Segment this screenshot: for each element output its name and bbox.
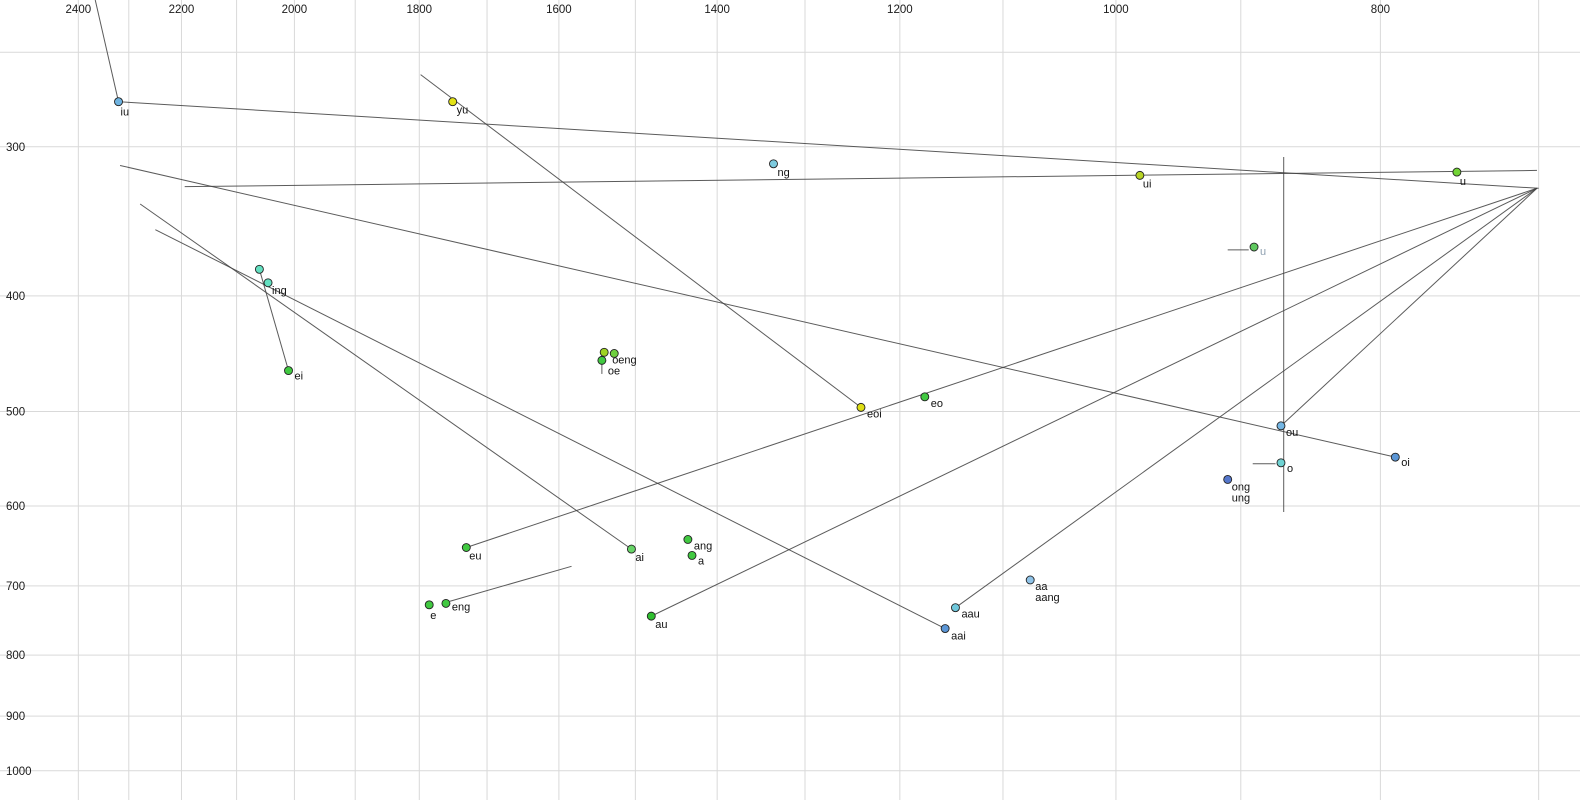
point-label-oi-oi: oi: [1401, 457, 1410, 469]
point-label-ai-ai: ai: [635, 552, 644, 564]
point-ang: [683, 535, 693, 544]
y-tick-label-300: 300: [6, 142, 25, 154]
point-label-oeng-oeng: oeng: [612, 354, 636, 366]
point-label-aa-aang: aang: [1035, 592, 1059, 604]
point-label-u-u: u: [1460, 176, 1466, 188]
point-label-aa-aa: aa: [1035, 581, 1048, 593]
trajectory-ai-to-i: [139, 203, 632, 550]
point-iu: [114, 97, 123, 107]
point-label-au-au: au: [655, 619, 667, 631]
point-ei: [284, 366, 293, 376]
x-tick-label-2200: 2200: [169, 4, 195, 16]
point-label-eo-eo: eo: [931, 398, 943, 410]
x-tick-label-2400: 2400: [66, 4, 92, 16]
trajectory-oi-to-i: [119, 164, 1396, 458]
point-label-ui-ui: ui: [1143, 178, 1152, 190]
point-eo: [920, 392, 930, 402]
trajectory-ing-to-ei: [258, 269, 289, 371]
trajectory-edge-to-iu: [94, 0, 120, 102]
x-tick-label-800: 800: [1371, 4, 1390, 16]
trajectory-eng-segment: [449, 565, 572, 602]
trajectory-ui-to-i: [184, 169, 1537, 188]
point-ai: [626, 544, 636, 554]
point-eng: [441, 598, 451, 608]
y-tick-label-700: 700: [6, 581, 25, 593]
point-u: [1452, 167, 1462, 177]
point-label-iu-iu: iu: [121, 107, 130, 119]
point-oeng2: [609, 349, 619, 358]
y-tick-label-900: 900: [6, 711, 25, 723]
x-tick-label-2000: 2000: [282, 4, 308, 16]
point-label-o-o: o: [1287, 463, 1293, 475]
x-tick-label-1400: 1400: [704, 4, 730, 16]
point-oeng: [599, 347, 609, 357]
y-tick-label-1000: 1000: [6, 766, 32, 778]
point-aa: [1025, 575, 1035, 585]
x-tick-label-1800: 1800: [406, 4, 432, 16]
trajectory-au-to-u: [651, 187, 1538, 617]
point-au: [646, 611, 656, 621]
point-label-a-a: a: [698, 555, 705, 567]
point-label-ong-ung: ung: [1232, 492, 1250, 504]
point-a: [687, 550, 697, 560]
point-label-ing2-ing: ing: [272, 285, 287, 297]
point-label-eoi-eoi: eoi: [867, 408, 882, 420]
point-label-ong-ong: ong: [1232, 481, 1250, 493]
point-oe: [597, 355, 607, 365]
trajectory-eu-to-u: [466, 187, 1538, 548]
y-tick-label-600: 600: [6, 501, 25, 513]
point-aau: [950, 603, 960, 613]
point-label-aau-aau: aau: [961, 609, 979, 621]
point-ing: [254, 264, 264, 274]
x-tick-label-1200: 1200: [887, 4, 913, 16]
point-oi: [1390, 452, 1400, 462]
point-aai: [940, 624, 950, 633]
y-tick-label-500: 500: [6, 407, 25, 419]
trajectory-ou-to-u: [1280, 187, 1538, 427]
point-o: [1276, 458, 1286, 468]
trajectory-aau-to-u: [955, 187, 1538, 609]
point-ong: [1223, 475, 1233, 484]
point-label-aai-aai: aai: [951, 631, 966, 643]
point-ui: [1135, 170, 1145, 180]
point-u2: [1249, 242, 1259, 252]
y-tick-label-800: 800: [6, 650, 25, 662]
point-eoi: [856, 402, 866, 412]
trajectory-iu-to-u: [118, 101, 1539, 189]
point-ou: [1276, 421, 1286, 431]
point-label-u2-u: u: [1260, 246, 1266, 258]
point-label-oe-oe: oe: [608, 365, 620, 377]
point-label-ang-ang: ang: [694, 540, 712, 552]
point-eu: [461, 543, 471, 552]
x-tick-label-1000: 1000: [1103, 4, 1129, 16]
trajectory-aai-to-i: [155, 229, 946, 629]
point-label-yu-yu: yu: [457, 105, 469, 117]
point-label-ei-ei: ei: [295, 371, 304, 383]
point-label-eu-eu: eu: [469, 551, 481, 563]
point-ing2: [263, 278, 273, 288]
point-yu: [448, 97, 458, 107]
trajectory-eoi-to-yu: [420, 74, 862, 408]
point-e: [424, 600, 434, 610]
y-tick-label-400: 400: [6, 291, 25, 303]
x-tick-label-1600: 1600: [546, 4, 572, 16]
point-label-ng-ng: ng: [777, 167, 789, 179]
point-label-eng-eng: eng: [452, 601, 470, 613]
point-label-e-e: e: [430, 610, 436, 622]
point-ng: [769, 159, 778, 169]
point-label-ou-ou: ou: [1286, 427, 1298, 439]
